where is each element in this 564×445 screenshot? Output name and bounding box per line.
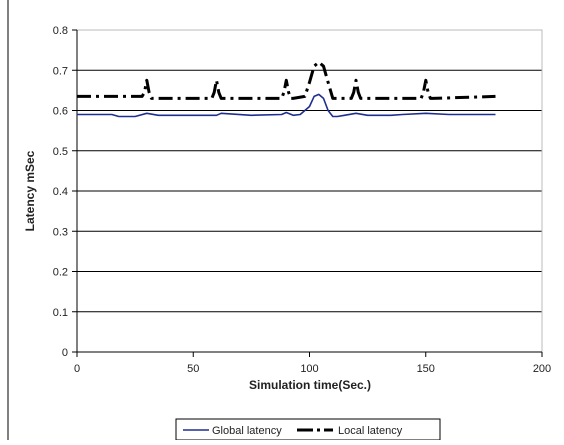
x-tick-label: 100 <box>300 363 318 375</box>
gridlines <box>77 29 542 313</box>
y-tick-label: 0.2 <box>53 267 68 279</box>
series-line-0 <box>77 93 496 118</box>
axes: 0 0.1 0.2 0.3 0.4 0.5 0.6 0.7 0.8 0 50 100 150 200 <box>53 25 551 375</box>
x-tick-label: 50 <box>187 363 199 375</box>
y-tick-label: 0.3 <box>53 226 68 238</box>
x-axis-title: Simulation time(Sec.) <box>249 378 371 392</box>
y-tick-label: 0.6 <box>53 106 68 118</box>
y-tick-label: 0.7 <box>53 65 68 77</box>
x-tick-label: 200 <box>533 363 551 375</box>
legend: Global latency Local latency <box>175 418 441 441</box>
y-axis-title: Latency mSec <box>23 150 37 231</box>
legend-label-0: Global latency <box>212 425 282 437</box>
y-tick-label: 0.1 <box>53 307 68 319</box>
legend-label-1: Local latency <box>338 425 403 437</box>
y-tick-label: 0.8 <box>53 25 68 37</box>
x-tick-label: 0 <box>74 363 80 375</box>
y-tick-label: 0.4 <box>53 186 68 198</box>
series-line-1 <box>77 60 496 100</box>
y-tick-label: 0.5 <box>53 146 68 158</box>
series-lines <box>77 60 496 118</box>
x-tick-label: 150 <box>417 363 435 375</box>
y-tick-label: 0 <box>62 347 68 359</box>
